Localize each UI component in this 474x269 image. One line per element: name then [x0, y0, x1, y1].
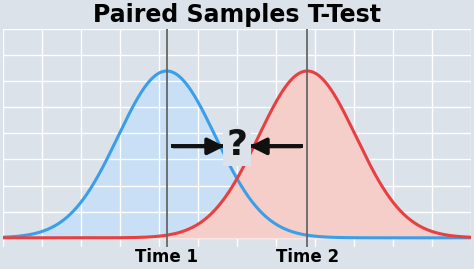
Text: Time 2: Time 2: [276, 248, 339, 266]
Title: Paired Samples T-Test: Paired Samples T-Test: [93, 3, 381, 27]
Text: Time 1: Time 1: [135, 248, 198, 266]
Text: ?: ?: [227, 128, 247, 162]
